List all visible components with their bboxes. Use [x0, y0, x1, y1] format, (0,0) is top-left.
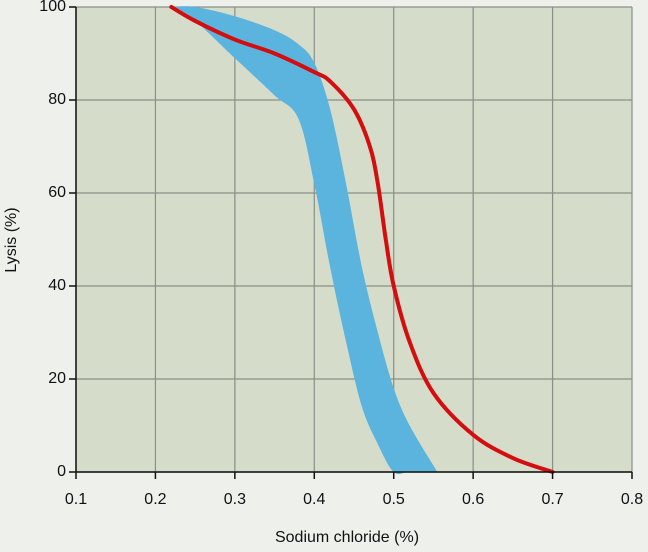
x-axis-label: Sodium chloride (%)	[275, 529, 419, 546]
y-tick-label: 20	[48, 370, 66, 387]
range-band	[171, 6, 438, 475]
x-tick-label: 0.1	[65, 491, 87, 508]
y-tick-label: 100	[39, 0, 66, 15]
x-tick-label: 0.4	[303, 491, 325, 508]
x-tick-label: 0.6	[462, 491, 484, 508]
y-tick-label: 80	[48, 91, 66, 108]
y-tick-label: 0	[57, 463, 66, 480]
y-axis-label: Lysis (%)	[3, 207, 20, 272]
y-tick-label: 60	[48, 184, 66, 201]
x-tick-label: 0.5	[383, 491, 405, 508]
x-tick-label: 0.2	[144, 491, 166, 508]
x-tick-label: 0.3	[224, 491, 246, 508]
y-tick-label: 40	[48, 277, 66, 294]
curve	[169, 5, 555, 474]
x-tick-label: 0.8	[621, 491, 643, 508]
x-tick-label: 0.7	[541, 491, 563, 508]
